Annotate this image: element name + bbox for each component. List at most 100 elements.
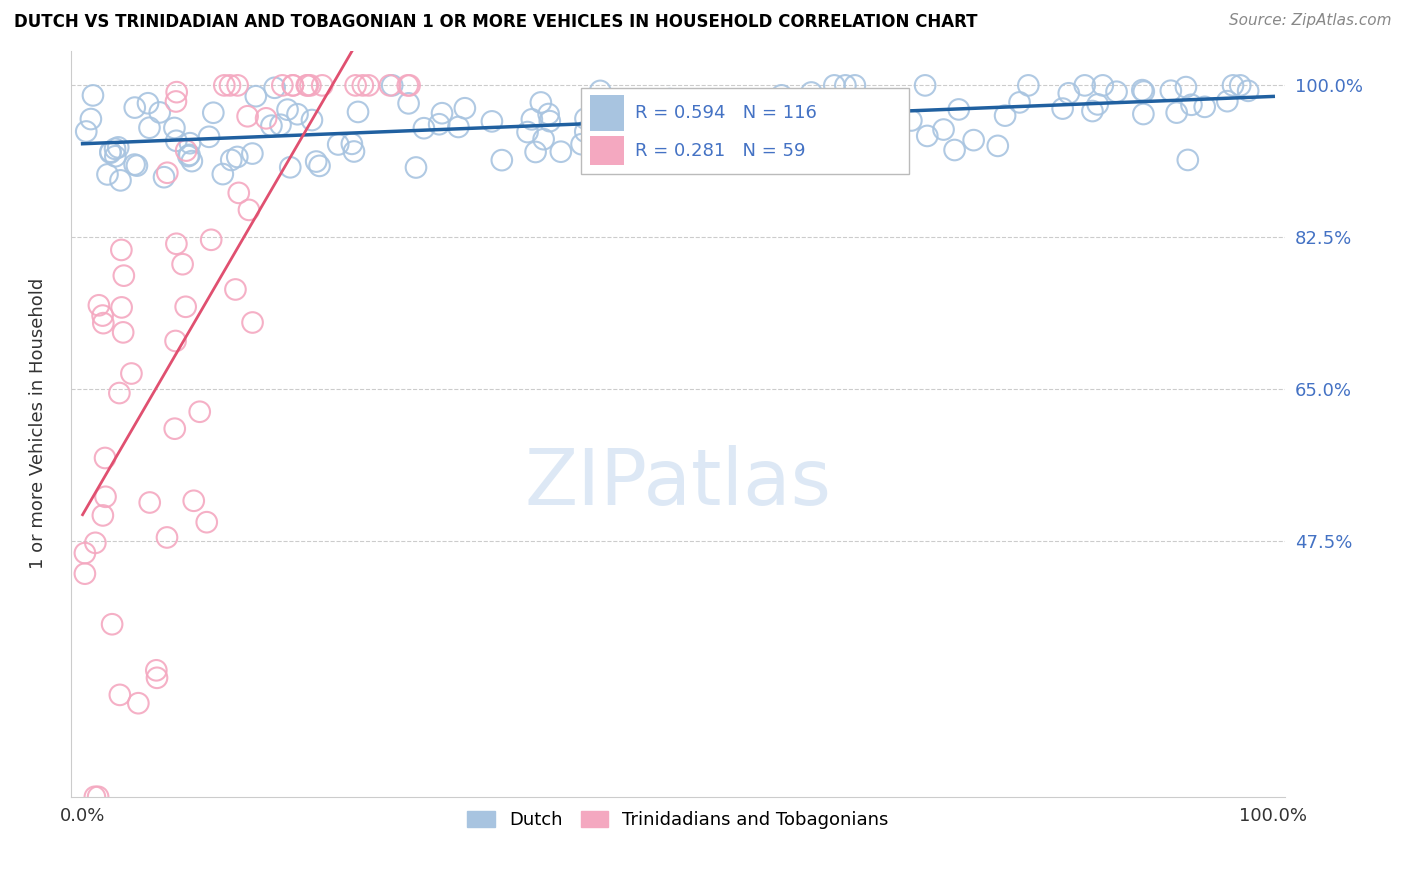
Point (574, 125, 596, 139)
Point (127, 696, 149, 710)
Point (136, 96, 159, 111)
Point (165, 134, 187, 148)
Point (598, 116, 620, 130)
Point (340, 136, 363, 151)
Point (1073, 78, 1095, 93)
Point (120, 367, 142, 381)
Text: DUTCH VS TRINIDADIAN AND TOBAGONIAN 1 OR MORE VEHICLES IN HOUSEHOLD CORRELATION : DUTCH VS TRINIDADIAN AND TOBAGONIAN 1 OR… (14, 13, 977, 31)
Y-axis label: 1 or more Vehicles in Household: 1 or more Vehicles in Household (30, 278, 46, 569)
Point (741, 101, 763, 115)
Point (900, 113, 922, 128)
Point (242, 316, 264, 330)
Point (73, 546, 96, 560)
Point (1130, 83, 1153, 97)
Point (172, 257, 194, 271)
Point (481, 114, 503, 128)
Point (917, 128, 939, 143)
Point (108, 688, 131, 702)
Point (381, 78, 404, 93)
Point (299, 78, 322, 93)
Point (271, 78, 294, 93)
Point (124, 158, 146, 172)
Point (311, 78, 333, 93)
Point (664, 152, 686, 166)
Point (100, 145, 122, 160)
Point (174, 144, 197, 158)
Point (163, 422, 186, 436)
Point (138, 495, 160, 509)
Point (1180, 97, 1202, 112)
Point (666, 99, 689, 113)
Point (823, 78, 845, 93)
Point (87, 789, 110, 804)
Point (574, 112, 596, 126)
Point (550, 145, 572, 159)
Point (1177, 153, 1199, 167)
Point (276, 103, 298, 117)
Point (260, 119, 283, 133)
Point (146, 671, 169, 685)
Point (520, 112, 543, 127)
Point (174, 300, 197, 314)
Point (1216, 94, 1239, 108)
Point (112, 268, 135, 283)
Point (524, 145, 547, 159)
Point (156, 531, 179, 545)
Point (87, 298, 110, 312)
Point (195, 515, 218, 529)
Point (1237, 84, 1260, 98)
Point (1081, 103, 1104, 118)
Point (110, 173, 132, 187)
Point (405, 161, 427, 175)
Point (537, 107, 560, 121)
Point (278, 161, 301, 175)
Point (80, 112, 103, 126)
Point (808, 116, 831, 130)
Point (447, 120, 470, 134)
Point (413, 121, 436, 136)
Point (856, 120, 879, 134)
Point (675, 143, 697, 157)
Point (824, 97, 846, 112)
Point (236, 109, 259, 123)
Point (1087, 97, 1109, 112)
Point (104, 142, 127, 156)
Point (1132, 107, 1154, 121)
Point (91, 309, 114, 323)
Point (110, 301, 132, 315)
Point (1105, 85, 1128, 99)
Point (138, 120, 160, 135)
Point (108, 386, 131, 401)
Point (100, 145, 122, 159)
Point (165, 236, 187, 251)
Point (254, 112, 277, 126)
Point (770, 88, 793, 103)
Point (1222, 78, 1244, 93)
Point (305, 154, 328, 169)
Point (183, 493, 205, 508)
Point (228, 186, 250, 200)
Point (281, 78, 304, 93)
Point (240, 146, 263, 161)
Point (344, 78, 367, 93)
Point (91, 508, 114, 523)
Point (245, 89, 267, 103)
Point (378, 78, 401, 93)
Point (82, 88, 104, 103)
Point (75, 124, 97, 138)
Point (165, 334, 187, 348)
Point (454, 101, 477, 115)
Point (398, 96, 420, 111)
Point (165, 95, 187, 109)
Text: ZIPatlas: ZIPatlas (524, 445, 831, 522)
Point (686, 107, 709, 121)
Point (800, 86, 823, 100)
Point (112, 326, 135, 340)
Point (163, 120, 186, 135)
Point (219, 153, 242, 167)
Point (156, 166, 179, 180)
Point (1057, 87, 1080, 101)
Point (533, 132, 555, 146)
Point (648, 114, 671, 128)
Text: R = 0.594   N = 116: R = 0.594 N = 116 (636, 103, 817, 121)
